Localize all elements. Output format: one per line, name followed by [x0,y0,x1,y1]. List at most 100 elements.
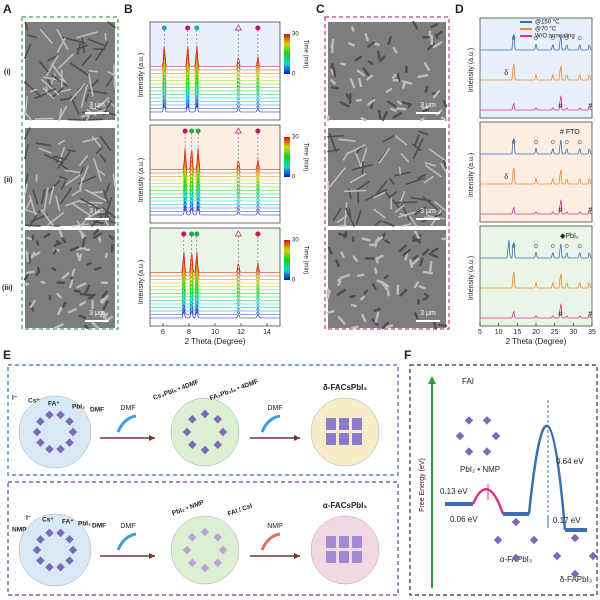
texture [392,112,402,119]
texture [61,301,67,309]
peak-marker [255,231,261,237]
texture [443,160,447,169]
crystal [339,433,349,445]
texture [374,311,380,323]
xrd-trace [150,174,280,191]
octahedron [588,551,598,561]
colorbar-label: Time (min) [302,40,308,68]
texture [422,270,433,275]
texture [25,270,35,275]
texture [102,206,116,219]
texture [108,234,114,240]
peak-marker [511,244,516,248]
texture [371,282,377,290]
texture [337,275,344,282]
texture [93,232,103,239]
texture [43,232,51,239]
texture [32,189,39,205]
texture [374,267,378,274]
texture [390,107,397,112]
reaction-path [527,424,567,531]
texture [417,130,429,136]
phase-label: δ-FAPbI₃ [560,575,592,584]
texture [88,73,94,97]
texture [372,191,386,199]
octahedron [491,431,501,441]
texture [83,324,89,330]
texture [409,215,418,227]
texture [336,288,346,297]
xrd-trace [150,304,280,315]
plot-bg [480,122,592,222]
texture [440,116,448,122]
texture [43,187,49,212]
x-tick-label: 5 [478,329,482,336]
xrd-trace [150,278,280,294]
texture [99,311,104,318]
peak-marker [577,36,582,40]
texture [438,323,448,327]
x-tick-label: 15 [513,329,521,336]
sem-image [328,230,446,328]
texture [104,252,109,259]
octahedron [200,445,210,455]
precursor-sphere [18,395,92,469]
texture [40,280,46,285]
loss-arrow [260,414,281,433]
texture [24,198,32,213]
axis-head [428,376,436,384]
texture [56,28,69,50]
xrd-trace [150,179,280,195]
y-label: Intensity (a.u.) [468,153,475,197]
texture [40,209,55,227]
texture [337,280,342,286]
texture [376,50,381,61]
xrd-trace [150,58,280,78]
panel-label: A [3,2,12,16]
texture [394,204,405,213]
xrd-trace [150,192,280,205]
texture [381,111,388,121]
colorbar-tick-label: 0 [292,278,296,284]
panel-label: F [404,348,411,362]
texture [58,53,74,69]
texture [434,33,439,39]
texture [433,200,447,212]
peak-marker [550,244,555,248]
texture [424,164,442,178]
y-label: Intensity (a.u.) [468,256,475,300]
texture [440,162,447,173]
texture [91,215,103,227]
texture [361,313,367,323]
barrier-label: 0.13 eV [440,487,468,496]
octahedron [45,410,54,420]
texture [24,183,28,196]
texture [388,177,395,185]
octahedron [45,444,54,454]
texture [75,247,86,251]
texture [422,196,439,211]
colorbar-tick-label: 30 [292,135,299,141]
texture [25,224,41,227]
xrd-trace [480,199,593,215]
texture [84,284,91,295]
texture [432,41,443,49]
note: # FTO [560,129,580,136]
texture [376,279,385,285]
texture [55,239,62,245]
texture [423,62,431,72]
texture [45,54,59,77]
xrd-trace [150,197,280,209]
solvent-loss: NMP [267,523,283,530]
texture [102,312,109,319]
texture [102,190,109,204]
plot-bg [150,125,280,170]
texture [37,266,41,274]
xrd-trace [150,291,280,305]
texture [87,295,94,300]
texture [52,249,57,255]
octahedron [182,427,192,437]
xrd-trace [150,90,280,102]
texture [24,144,29,160]
texture [409,259,414,269]
